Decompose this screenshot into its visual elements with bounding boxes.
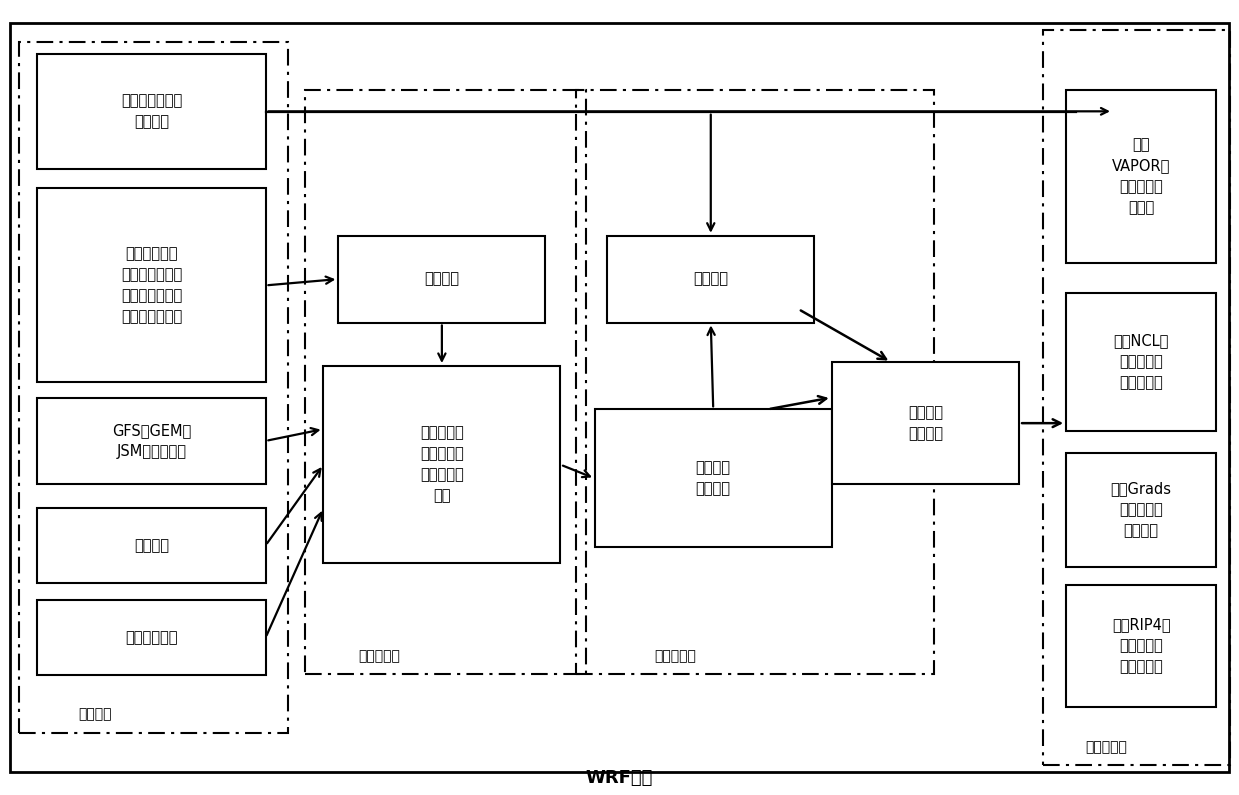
Text: 地形地貌数据: 地形地貌数据 [125,630,177,646]
Text: 主模式部分: 主模式部分 [654,650,696,664]
Text: 模式后处理: 模式后处理 [1085,740,1127,754]
Bar [305,90,586,674]
Bar [37,600,265,676]
Bar [37,188,265,382]
Bar [1066,90,1217,263]
Text: 数据同化: 数据同化 [694,272,729,286]
Bar [576,90,934,674]
Bar [831,362,1020,484]
Bar [1066,453,1217,567]
Text: 静态及格点
气象数据模
拟区域插值
处理: 静态及格点 气象数据模 拟区域插值 处理 [420,425,463,503]
Text: 基于
VAPOR软
件的模式数
据图显: 基于 VAPOR软 件的模式数 据图显 [1113,138,1171,215]
Text: 基于Grads
软件的模式
数据显示: 基于Grads 软件的模式 数据显示 [1110,482,1172,538]
Bar [1066,293,1217,431]
Bar [37,508,265,583]
Text: 气象卫星非常规
观测数据: 气象卫星非常规 观测数据 [120,93,182,130]
Bar [607,235,814,323]
Bar [1066,584,1217,707]
Text: 常规观测资料
（新能源电站、
地面气象站、探
空站、船舶等）: 常规观测资料 （新能源电站、 地面气象站、探 空站、船舶等） [120,246,182,324]
Text: 输入数据: 输入数据 [78,708,112,721]
Bar [37,54,265,169]
Text: 客观分析: 客观分析 [425,272,460,286]
Text: 大气变化
过程模拟: 大气变化 过程模拟 [908,405,943,441]
Text: 基于NCL程
序的模式数
据统计分析: 基于NCL程 序的模式数 据统计分析 [1114,333,1168,390]
Bar [595,409,831,548]
Text: 模式预处理: 模式预处理 [358,650,400,664]
Text: 初始场边
界场数据: 初始场边 界场数据 [696,460,731,496]
Text: 海温数据: 海温数据 [134,538,169,553]
Bar [1042,30,1230,765]
Bar [37,398,265,484]
Text: 基于RIP4平
台的模式数
据提取分析: 基于RIP4平 台的模式数 据提取分析 [1111,617,1171,674]
Bar [338,235,545,323]
Bar [323,366,560,564]
Bar [19,42,287,733]
Text: WRF模式: WRF模式 [586,770,653,788]
Text: GFS、GEM、
JSM背景场数据: GFS、GEM、 JSM背景场数据 [112,423,191,459]
